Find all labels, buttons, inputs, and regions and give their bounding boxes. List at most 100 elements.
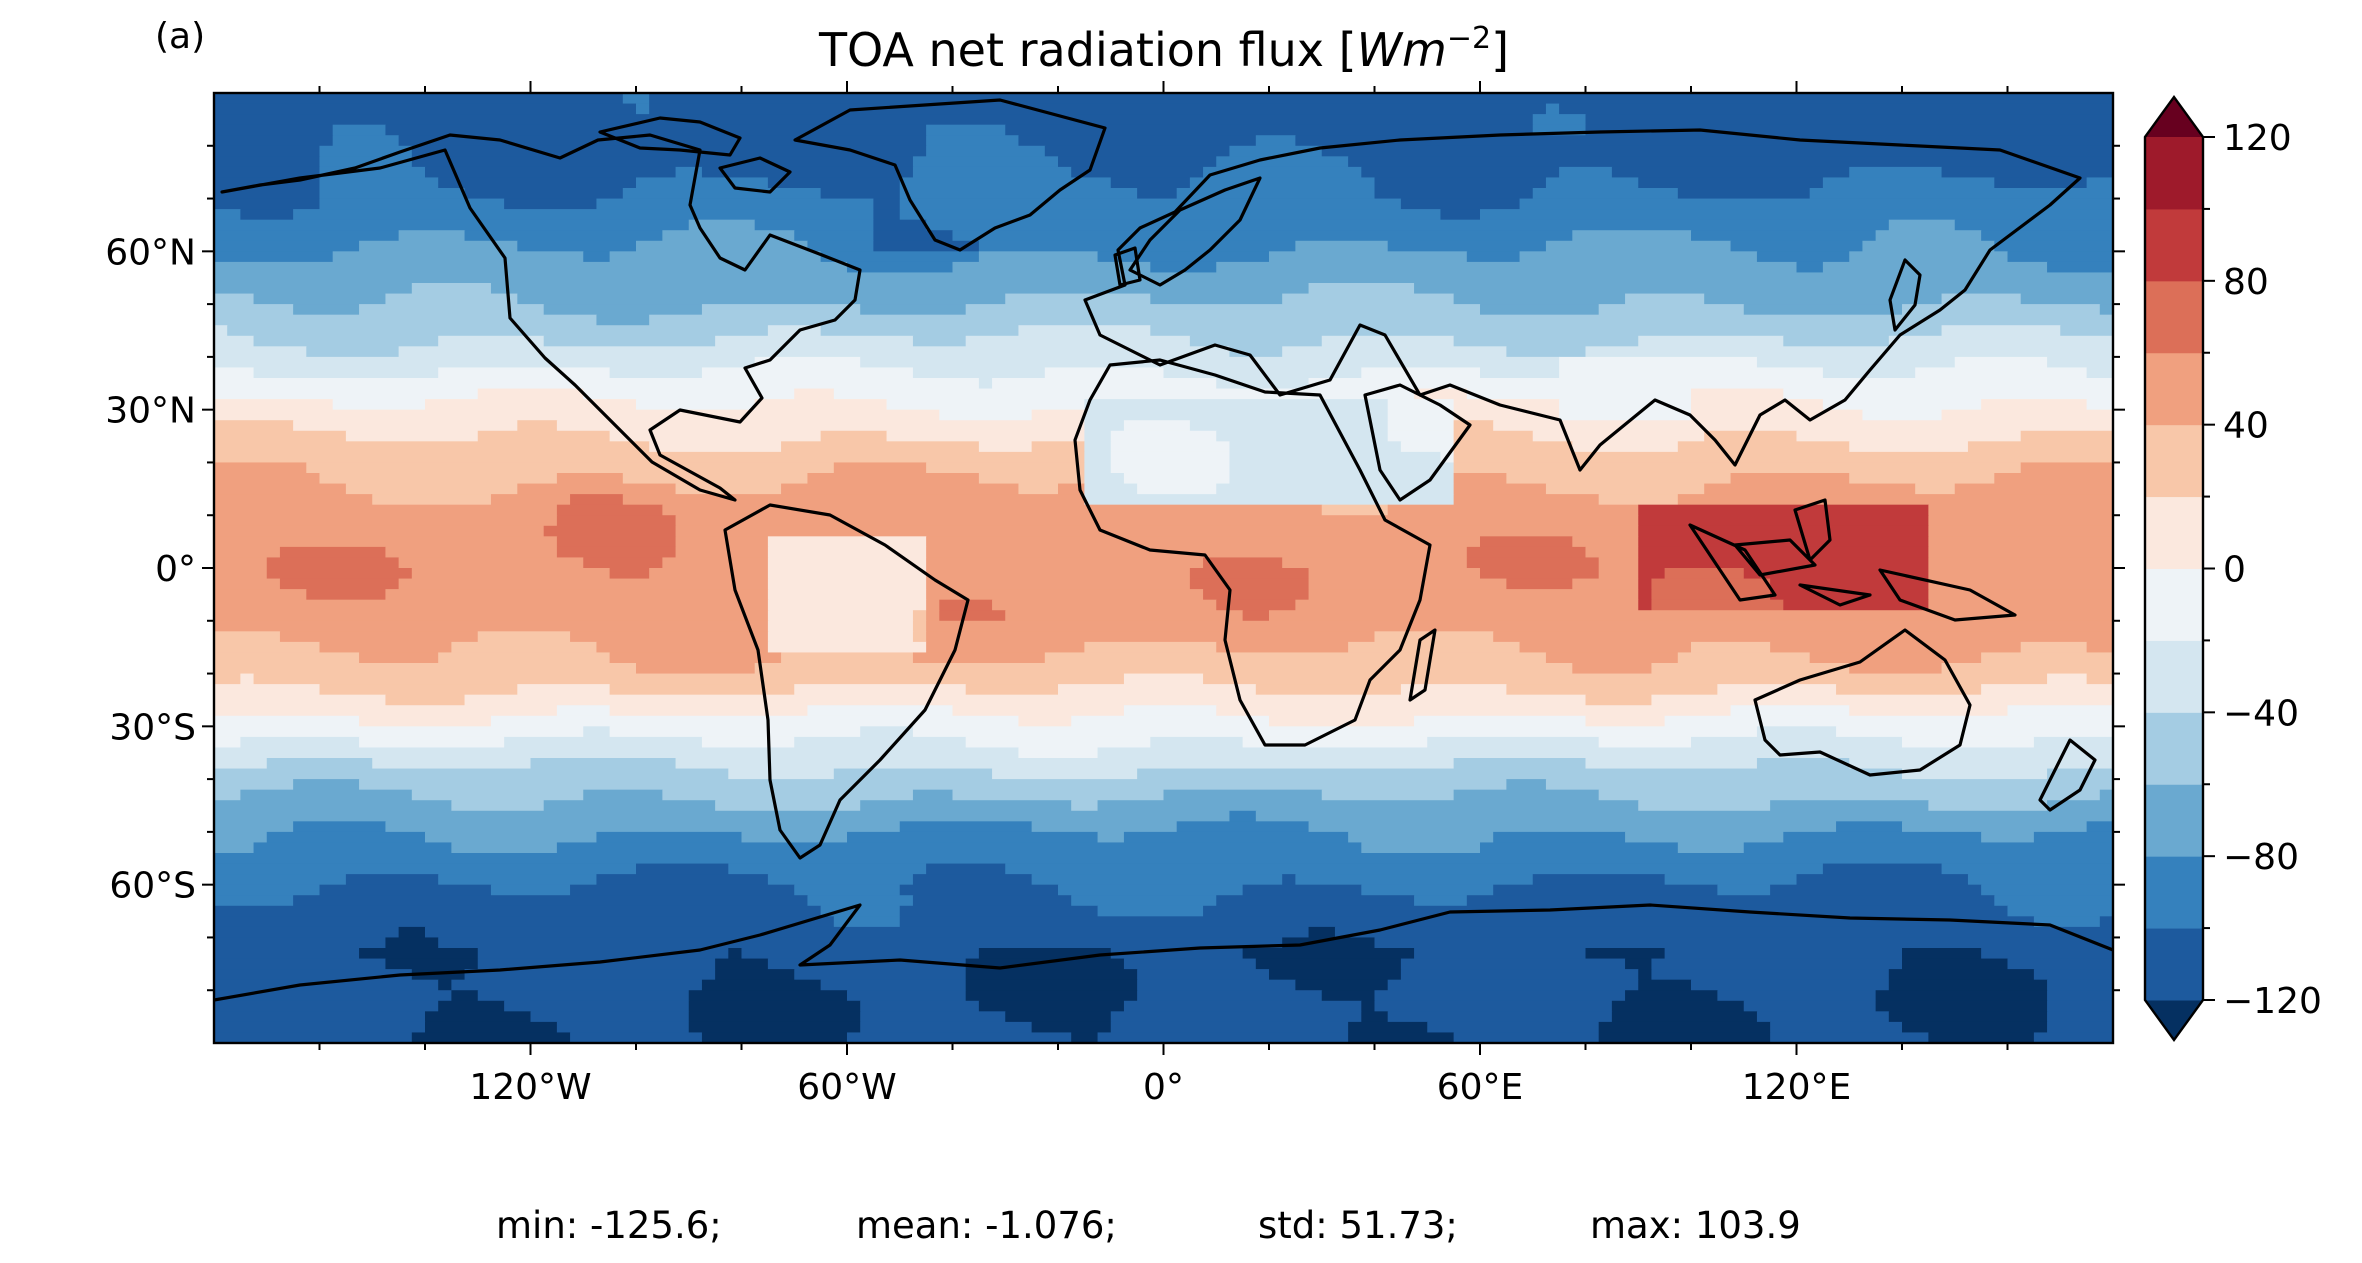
- field-cell: [1216, 156, 1349, 168]
- field-cell: [952, 261, 1151, 274]
- field-cell: [1928, 504, 2113, 516]
- field-cell: [398, 578, 769, 590]
- field-cell: [1005, 610, 1244, 622]
- field-cell: [1348, 1021, 1428, 1034]
- field-cell: [438, 177, 637, 189]
- field-cell: [1756, 356, 1956, 369]
- field-cell: [978, 240, 1296, 252]
- field-cell: [715, 335, 914, 347]
- field-cell: [1888, 335, 2113, 347]
- field-cell: [266, 557, 400, 569]
- field-cell: [1928, 557, 2113, 569]
- field-cell: [2086, 177, 2113, 189]
- field-cell: [1888, 969, 2035, 981]
- field-cell: [636, 177, 769, 189]
- field-cell: [767, 958, 967, 970]
- field-cell: [214, 420, 294, 432]
- field-cell: [1796, 430, 2022, 442]
- field-cell: [1981, 948, 2113, 960]
- field-cell: [1071, 166, 1204, 179]
- field-cell: [1308, 568, 1481, 580]
- colorbar-band: [2145, 784, 2203, 857]
- x-tick-label: 60°E: [1437, 1067, 1524, 1108]
- field-cell: [425, 1021, 558, 1034]
- field-cell: [1387, 504, 1639, 516]
- field-cell: [345, 483, 518, 495]
- field-cell: [2086, 821, 2113, 833]
- field-cell: [504, 1000, 690, 1012]
- field-cell: [1902, 821, 2088, 833]
- field-cell: [701, 1032, 848, 1043]
- colorbar-band: [2145, 280, 2203, 354]
- field-cell: [1598, 1032, 1771, 1043]
- field-cell: [1097, 800, 1639, 812]
- coastline-south-america: [723, 503, 970, 860]
- field-cell: [1414, 388, 1468, 400]
- field-cell: [1783, 335, 1890, 347]
- field-cell: [701, 304, 861, 316]
- field-cell: [978, 473, 1085, 485]
- field-cell: [2086, 367, 2113, 379]
- field-cell: [1651, 958, 1903, 970]
- field-cell: [1809, 652, 1982, 664]
- field-cell: [293, 420, 518, 432]
- field-cell: [1638, 557, 1929, 569]
- field-cell: [1189, 568, 1310, 580]
- field-cell: [701, 736, 795, 749]
- field-cell: [1084, 441, 1112, 453]
- field-cell: [794, 969, 967, 981]
- field-cell: [214, 831, 268, 844]
- field-cell: [1480, 304, 1600, 316]
- field-cell: [1862, 240, 1995, 252]
- field-cell: [1493, 631, 2113, 643]
- field-cell: [464, 969, 716, 981]
- field-cell: [807, 895, 914, 907]
- colorbar-band: [2145, 712, 2203, 785]
- field-cell: [1928, 515, 2113, 527]
- field-cell: [214, 346, 307, 358]
- field-cell: [1598, 304, 1745, 316]
- field-cell: [319, 166, 426, 179]
- field-cell: [609, 684, 795, 696]
- chart-title: TOA net radiation flux [Wm−2]: [818, 21, 1509, 77]
- field-cell: [1770, 1021, 1903, 1034]
- field-cell: [214, 409, 940, 421]
- field-cell: [1374, 177, 1547, 189]
- field-cell: [306, 462, 835, 474]
- field-cell: [926, 462, 1085, 474]
- field-cell: [1981, 684, 2113, 696]
- field-cell: [886, 399, 1085, 411]
- field-cell: [1150, 261, 1217, 274]
- field-cell: [214, 145, 321, 157]
- field-cell: [214, 251, 334, 263]
- field-cell: [1255, 810, 2113, 822]
- field-cell: [965, 979, 1138, 991]
- field-cell: [214, 156, 321, 168]
- field-cell: [385, 124, 927, 136]
- coastline-new-zealand: [2038, 738, 2097, 812]
- field-cell: [359, 304, 545, 316]
- field-cell: [385, 937, 439, 949]
- field-cell: [662, 789, 914, 801]
- field-cell: [1585, 694, 1653, 706]
- field-cell: [570, 1032, 703, 1043]
- field-cell: [847, 990, 967, 1002]
- field-cell: [530, 1011, 690, 1023]
- field-cell: [2007, 905, 2113, 917]
- field-cell: [319, 177, 439, 189]
- field-cell: [1598, 789, 2101, 801]
- field-cell: [636, 399, 756, 411]
- field-cell: [477, 948, 729, 960]
- field-cell: [596, 831, 743, 844]
- field-cell: [1440, 209, 1481, 221]
- field-cell: [240, 736, 360, 749]
- field-cell: [1770, 589, 1929, 601]
- field-cell: [214, 388, 479, 400]
- field-cell: [1677, 441, 1850, 453]
- field-cell: [214, 810, 1231, 822]
- field-cell: [1295, 874, 1534, 886]
- field-cell: [214, 261, 848, 274]
- field-cell: [293, 821, 387, 833]
- field-cell: [385, 589, 769, 601]
- field-cell: [1031, 409, 1085, 421]
